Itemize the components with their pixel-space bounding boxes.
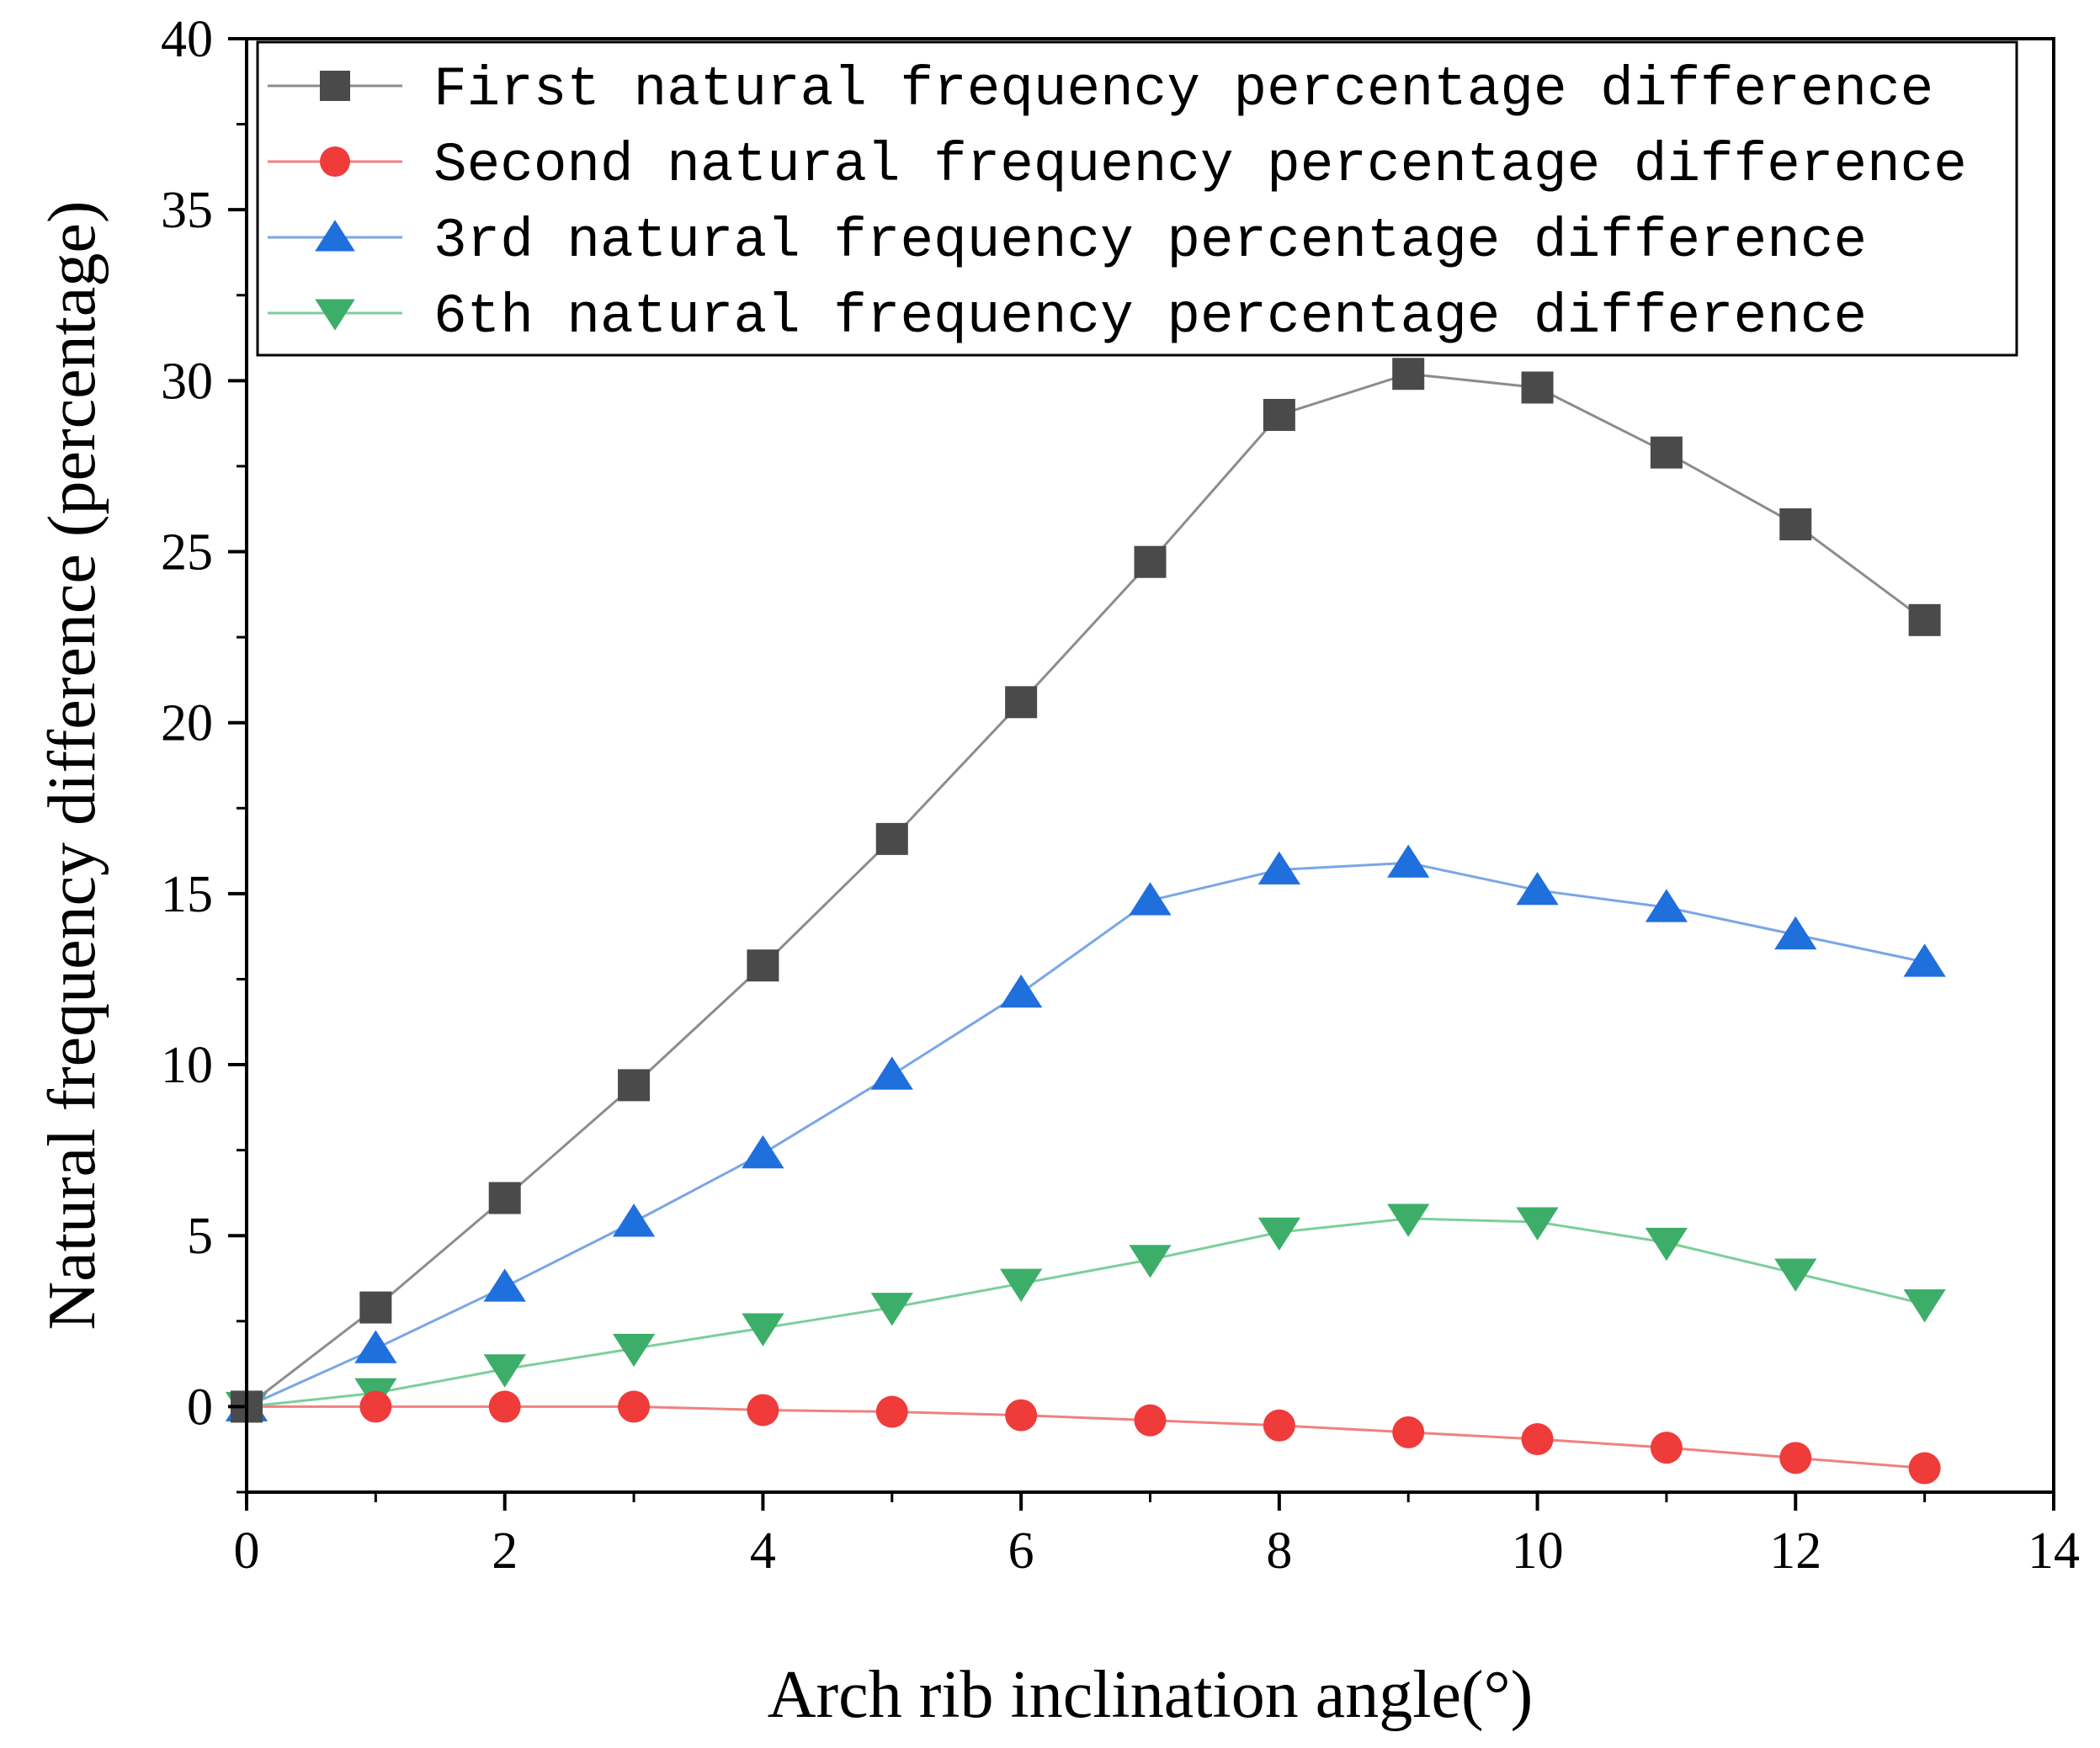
legend-box bbox=[256, 40, 2018, 357]
series-4 bbox=[225, 1203, 1946, 1426]
y-tick-label: 40 bbox=[161, 11, 213, 68]
x-tick-label: 10 bbox=[1512, 1522, 1564, 1580]
data-point bbox=[1516, 871, 1559, 906]
data-point bbox=[488, 1390, 521, 1423]
data-point bbox=[870, 1293, 913, 1326]
y-tick-label: 35 bbox=[161, 182, 213, 239]
data-point bbox=[747, 949, 779, 982]
legend: First natural frequency percentage diffe… bbox=[256, 40, 2018, 357]
data-point bbox=[1387, 1203, 1430, 1237]
data-point bbox=[742, 1313, 784, 1347]
y-tick-label: 5 bbox=[187, 1208, 213, 1265]
data-point bbox=[488, 1182, 521, 1214]
x-tick-label: 2 bbox=[492, 1522, 518, 1580]
x-tick-label: 4 bbox=[750, 1522, 776, 1580]
x-tick-label: 14 bbox=[2028, 1522, 2080, 1580]
legend-label: 6th natural frequency percentage differe… bbox=[433, 285, 1867, 348]
data-point bbox=[870, 1056, 913, 1090]
series-layer bbox=[225, 358, 1946, 1485]
x-tick-label: 12 bbox=[1769, 1522, 1821, 1580]
x-tick-label: 6 bbox=[1008, 1522, 1034, 1580]
data-point bbox=[1521, 1423, 1554, 1456]
y-axis-title: Natural frequency difference (percentage… bbox=[35, 200, 109, 1330]
data-point bbox=[618, 1390, 651, 1423]
series-2 bbox=[231, 1390, 1941, 1485]
data-point bbox=[1903, 943, 1946, 977]
data-point bbox=[1650, 436, 1683, 469]
data-point bbox=[1387, 844, 1430, 878]
data-point bbox=[1005, 686, 1038, 719]
legend-entry: 3rd natural frequency percentage differe… bbox=[268, 210, 1867, 273]
series-line bbox=[246, 372, 1926, 1408]
x-tick-label: 0 bbox=[234, 1522, 260, 1580]
data-point bbox=[1000, 1268, 1043, 1302]
legend-marker bbox=[320, 146, 350, 177]
data-point bbox=[1392, 1416, 1425, 1448]
data-point bbox=[1903, 1289, 1946, 1323]
x-tick-label: 8 bbox=[1266, 1522, 1292, 1580]
data-point bbox=[742, 1134, 784, 1169]
data-point bbox=[612, 1203, 656, 1237]
data-point bbox=[1779, 508, 1812, 541]
data-point bbox=[1000, 974, 1043, 1008]
series-line bbox=[247, 1405, 1925, 1470]
data-point bbox=[359, 1291, 392, 1324]
data-point bbox=[1257, 851, 1300, 885]
data-point bbox=[1257, 1217, 1300, 1251]
data-point bbox=[1908, 603, 1941, 636]
data-point bbox=[1908, 1452, 1941, 1485]
data-point bbox=[1129, 882, 1172, 916]
data-point bbox=[1779, 1442, 1812, 1474]
data-point bbox=[1134, 1404, 1167, 1437]
legend-label: First natural frequency percentage diffe… bbox=[433, 58, 1933, 121]
data-point bbox=[1005, 1399, 1038, 1432]
data-point bbox=[747, 1394, 779, 1427]
series-1 bbox=[231, 358, 1941, 1423]
data-point bbox=[1263, 398, 1295, 431]
data-point bbox=[618, 1069, 651, 1102]
legend-label: Second natural frequency percentage diff… bbox=[433, 134, 1967, 197]
data-point bbox=[1516, 1207, 1559, 1241]
data-point bbox=[1774, 1258, 1817, 1292]
data-point bbox=[1521, 371, 1554, 404]
data-point bbox=[1645, 889, 1688, 922]
data-point bbox=[1645, 1227, 1688, 1262]
data-point bbox=[875, 1395, 908, 1428]
data-point bbox=[1774, 916, 1817, 950]
series-3 bbox=[225, 844, 1946, 1421]
data-point bbox=[359, 1390, 392, 1423]
data-point bbox=[354, 1330, 397, 1363]
series-line bbox=[246, 861, 1925, 1408]
y-tick-label: 15 bbox=[161, 866, 213, 923]
y-tick-label: 30 bbox=[161, 353, 213, 410]
legend-entry: 6th natural frequency percentage differe… bbox=[268, 285, 1867, 348]
data-point bbox=[1263, 1409, 1295, 1442]
legend-marker bbox=[315, 299, 355, 331]
data-point bbox=[1392, 358, 1425, 391]
data-point bbox=[483, 1354, 526, 1388]
data-point bbox=[875, 822, 908, 855]
y-tick-label: 10 bbox=[161, 1037, 213, 1094]
y-tick-label: 25 bbox=[161, 524, 213, 582]
legend-marker bbox=[315, 220, 355, 252]
x-axis-title: Arch rib inclination angle(°) bbox=[768, 1658, 1533, 1732]
legend-entry: Second natural frequency percentage diff… bbox=[268, 134, 1967, 197]
legend-marker bbox=[320, 71, 350, 101]
data-point bbox=[1650, 1432, 1683, 1464]
data-point bbox=[1134, 545, 1167, 578]
legend-label: 3rd natural frequency percentage differe… bbox=[433, 210, 1867, 273]
series-line bbox=[246, 1217, 1925, 1408]
y-tick-label: 0 bbox=[187, 1379, 213, 1436]
legend-entry: First natural frequency percentage diffe… bbox=[268, 58, 1933, 121]
data-point bbox=[612, 1333, 656, 1368]
data-point bbox=[1129, 1245, 1172, 1278]
y-tick-label: 20 bbox=[161, 695, 213, 752]
data-point bbox=[483, 1268, 526, 1302]
axes: 0 2 4 6 8 10 12 14 0 5 10 15 20 25 30 35 40 bbox=[161, 11, 2080, 1580]
